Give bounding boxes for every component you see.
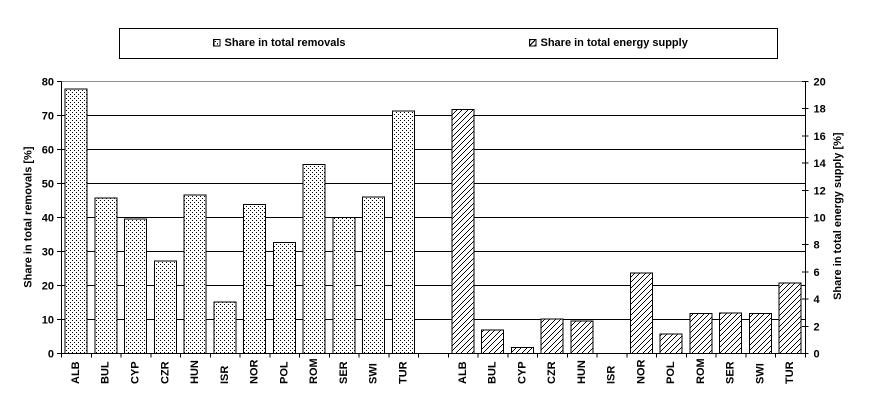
svg-text:20: 20 bbox=[814, 77, 826, 89]
svg-text:NOR: NOR bbox=[249, 360, 261, 385]
svg-text:Share in total energy supply: Share in total energy supply bbox=[541, 37, 689, 49]
svg-text:Share in total energy supply [: Share in total energy supply [%] bbox=[832, 132, 844, 300]
svg-text:30: 30 bbox=[42, 247, 54, 259]
svg-text:CYP: CYP bbox=[130, 361, 142, 384]
svg-text:SWI: SWI bbox=[754, 363, 766, 384]
svg-text:CZR: CZR bbox=[546, 361, 558, 384]
svg-text:ALB: ALB bbox=[70, 361, 82, 384]
svg-text:10: 10 bbox=[814, 213, 826, 225]
svg-text:TUR: TUR bbox=[784, 361, 796, 384]
svg-text:70: 70 bbox=[42, 111, 54, 123]
svg-text:8: 8 bbox=[814, 240, 820, 252]
svg-text:BUL: BUL bbox=[487, 361, 499, 384]
svg-text:BUL: BUL bbox=[100, 361, 112, 384]
svg-text:HUN: HUN bbox=[576, 360, 588, 384]
svg-text:ISR: ISR bbox=[219, 366, 231, 384]
svg-text:10: 10 bbox=[42, 315, 54, 327]
svg-text:HUN: HUN bbox=[189, 360, 201, 384]
svg-text:50: 50 bbox=[42, 179, 54, 191]
svg-text:Share in total removals: Share in total removals bbox=[225, 37, 346, 49]
svg-text:20: 20 bbox=[42, 281, 54, 293]
svg-text:Share in total removals [%]: Share in total removals [%] bbox=[23, 146, 35, 288]
svg-text:0: 0 bbox=[814, 349, 820, 361]
svg-text:40: 40 bbox=[42, 213, 54, 225]
svg-text:12: 12 bbox=[814, 185, 826, 197]
svg-text:ISR: ISR bbox=[606, 366, 618, 384]
svg-text:SER: SER bbox=[725, 361, 737, 384]
svg-text:ALB: ALB bbox=[457, 361, 469, 384]
svg-text:TUR: TUR bbox=[397, 361, 409, 384]
svg-text:POL: POL bbox=[278, 361, 290, 384]
svg-text:16: 16 bbox=[814, 131, 826, 143]
svg-text:14: 14 bbox=[814, 158, 827, 170]
svg-text:4: 4 bbox=[814, 294, 821, 306]
svg-text:NOR: NOR bbox=[635, 360, 647, 385]
svg-text:POL: POL bbox=[665, 361, 677, 384]
svg-text:60: 60 bbox=[42, 145, 54, 157]
svg-text:CZR: CZR bbox=[159, 361, 171, 384]
svg-text:SWI: SWI bbox=[368, 363, 380, 384]
svg-text:2: 2 bbox=[814, 321, 820, 333]
svg-text:18: 18 bbox=[814, 104, 826, 116]
svg-text:ROM: ROM bbox=[308, 358, 320, 384]
svg-text:80: 80 bbox=[42, 77, 54, 89]
svg-text:SER: SER bbox=[338, 361, 350, 384]
svg-text:0: 0 bbox=[48, 349, 54, 361]
svg-text:ROM: ROM bbox=[695, 358, 707, 384]
svg-text:6: 6 bbox=[814, 267, 820, 279]
svg-text:CYP: CYP bbox=[516, 361, 528, 384]
